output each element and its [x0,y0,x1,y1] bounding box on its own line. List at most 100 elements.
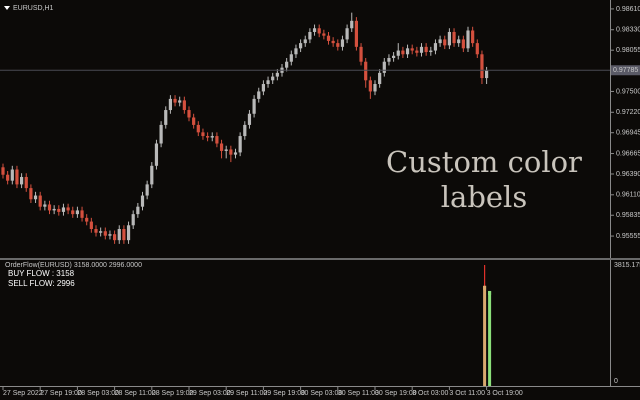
x-tick-label: 30 Sep 11:00 [338,390,379,397]
candle-body [396,50,400,56]
x-tick-label: 30 Sep 03:00 [301,390,343,397]
candle-body [126,225,131,241]
candle-body [66,207,70,211]
candle-body [266,80,270,85]
candle-body [303,39,307,44]
candle-body [289,54,293,62]
candle-body [136,206,140,215]
y-tick-label: 0.96665 [616,150,640,157]
candle-body [252,98,256,114]
candle-body [480,54,484,79]
candle-body [475,43,479,55]
candle-body [364,61,368,81]
candle-body [382,61,386,73]
symbol-menu-icon[interactable] [4,6,10,10]
candle-body [210,136,214,138]
candle-body [99,231,103,233]
candle-body [308,31,312,40]
candle-body [15,169,19,185]
candle-body [182,100,186,111]
candle-body [322,33,326,36]
candle-body [373,84,377,92]
indicator-title: OrderFlow(EURUSD) 3158.0000 2996.0000 [5,262,142,269]
candle-body [359,46,363,62]
candle-body [150,165,154,185]
panel-separator [0,258,640,260]
candle-body [340,39,345,47]
x-tick-label: 28 Sep 03:00 [77,390,119,397]
candle-body [466,30,470,49]
candle-body [215,136,219,144]
candle-body [471,30,475,44]
candle-body [410,48,414,51]
candle-body [178,100,182,103]
candle-body [243,124,247,137]
candle-body [122,229,126,241]
candle-body [196,124,200,133]
candle-body [261,84,265,92]
candle-body [159,124,163,144]
x-tick-label: 29 Sep 03:00 [189,390,231,397]
candle-body [6,174,10,181]
y-tick-label: 3815.175 [614,262,640,269]
x-tick-label: 29 Sep 19:00 [263,390,305,397]
candle-body [38,195,42,207]
candle-body [485,70,489,79]
x-tick-label: 30 Sep 19:00 [375,390,417,397]
candle-body [299,43,303,49]
candle-body [47,204,52,211]
candle-body [43,204,47,207]
chart-title: EURUSD,H1 [13,5,54,12]
candle-body [80,210,84,218]
candle-body [331,40,335,44]
candle-body [85,217,89,222]
legend-sell: SELL FLOW: 2996 [8,279,75,288]
x-tick-label: 3 Oct 03:00 [412,390,448,397]
y-tick-label: 0.97220 [616,109,640,116]
candle-body [108,234,112,236]
candle-body [187,110,191,118]
candle-body [229,149,233,155]
x-tick-label: 28 Sep 11:00 [115,390,156,397]
candle-body [131,214,135,226]
candle-body [429,50,433,53]
x-tick-label: 27 Sep 19:00 [40,390,82,397]
candle-body [345,28,349,40]
candle-body [392,55,396,58]
candle-body [33,195,38,200]
candle-body [173,98,177,103]
candle-body [350,20,354,29]
candle-body [424,46,428,53]
x-tick-label: 27 Sep 2022 [3,390,43,397]
y-tick-label: 0.97500 [616,88,640,95]
candle-body [113,234,117,241]
candle-body [52,208,56,211]
price-label: 0.97785 [613,67,638,74]
y-tick-label: 0 [614,378,618,385]
candle-body [192,117,196,125]
candle-body [336,43,340,47]
candle-body [354,20,358,47]
candle-body [447,31,451,46]
x-tick-label: 3 Oct 19:00 [487,390,523,397]
y-tick-label: 0.96390 [616,171,640,178]
candle-body [405,48,410,55]
y-tick-label: 0.98610 [616,6,640,13]
candle-body [438,39,442,44]
candle-body [140,195,145,207]
flow-bar [483,285,487,386]
candle-body [461,39,465,49]
candle-body [326,35,331,41]
candle-body [1,167,5,175]
candle-body [285,61,289,68]
flow-bar [488,290,492,386]
candle-body [317,28,321,34]
flow-bar-cap [483,285,487,290]
candle-body [61,207,66,212]
candle-body [457,39,461,44]
y-tick-label: 0.96945 [616,130,640,137]
y-tick-label: 0.95555 [616,233,640,240]
